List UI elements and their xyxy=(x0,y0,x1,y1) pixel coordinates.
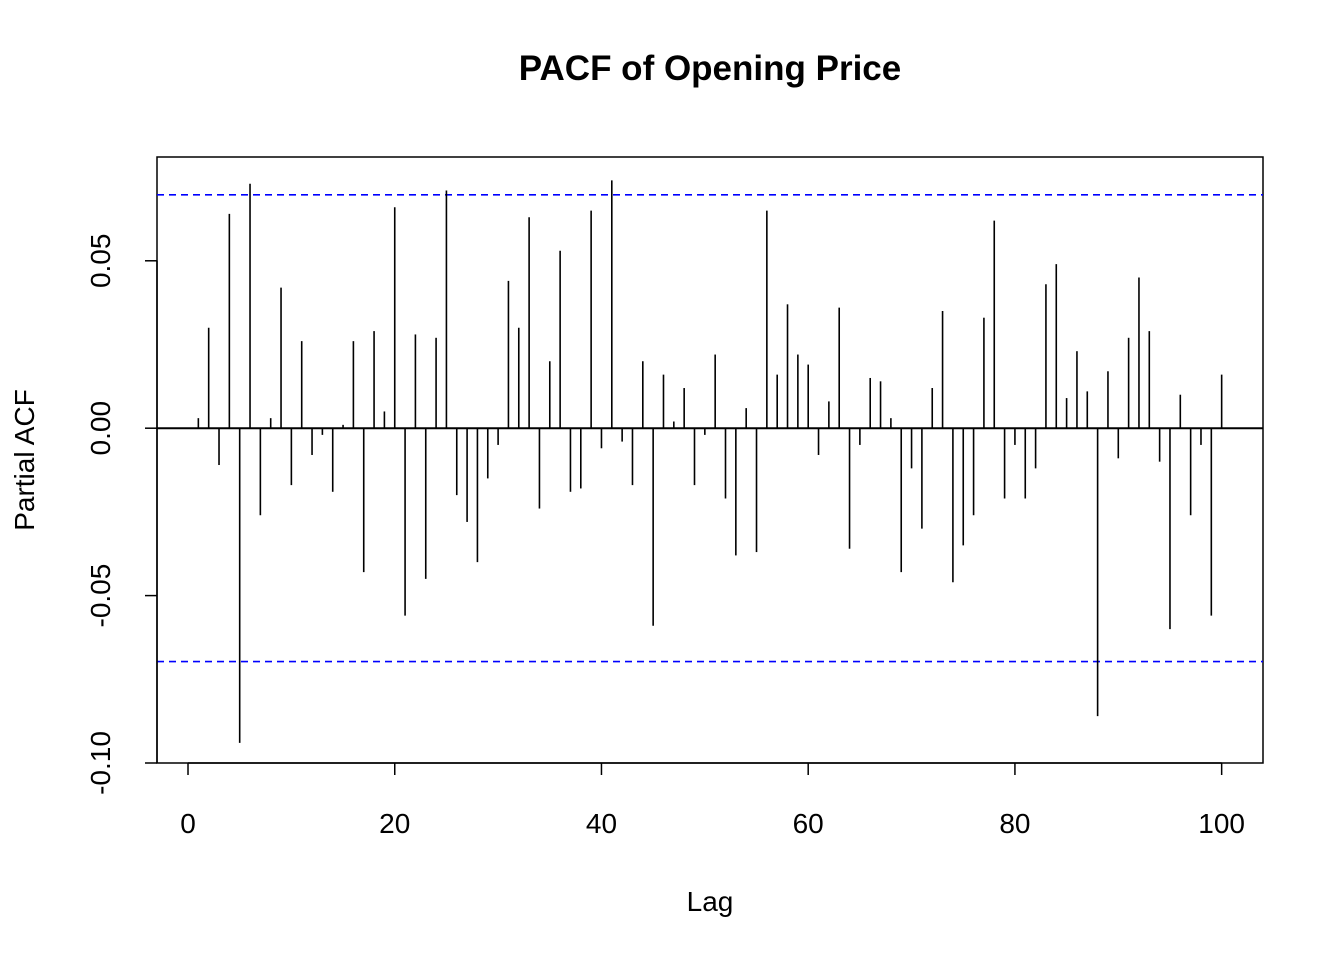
x-tick-label: 100 xyxy=(1198,808,1245,839)
x-tick-label: 40 xyxy=(586,808,617,839)
y-tick-label: 0.00 xyxy=(85,401,116,456)
x-tick-label: 0 xyxy=(180,808,196,839)
x-axis-label: Lag xyxy=(687,886,734,917)
x-tick-label: 20 xyxy=(379,808,410,839)
y-tick-label: 0.05 xyxy=(85,234,116,289)
x-tick-label: 80 xyxy=(999,808,1030,839)
pacf-bars xyxy=(197,180,1223,743)
y-axis: -0.10 -0.05 0.00 0.05 xyxy=(85,234,158,795)
chart-title: PACF of Opening Price xyxy=(519,49,901,88)
x-axis: 0 20 40 60 80 100 xyxy=(180,762,1245,839)
y-tick-label: -0.10 xyxy=(85,731,116,795)
y-tick-label: -0.05 xyxy=(85,564,116,628)
y-axis-label: Partial ACF xyxy=(9,389,40,531)
x-tick-label: 60 xyxy=(793,808,824,839)
